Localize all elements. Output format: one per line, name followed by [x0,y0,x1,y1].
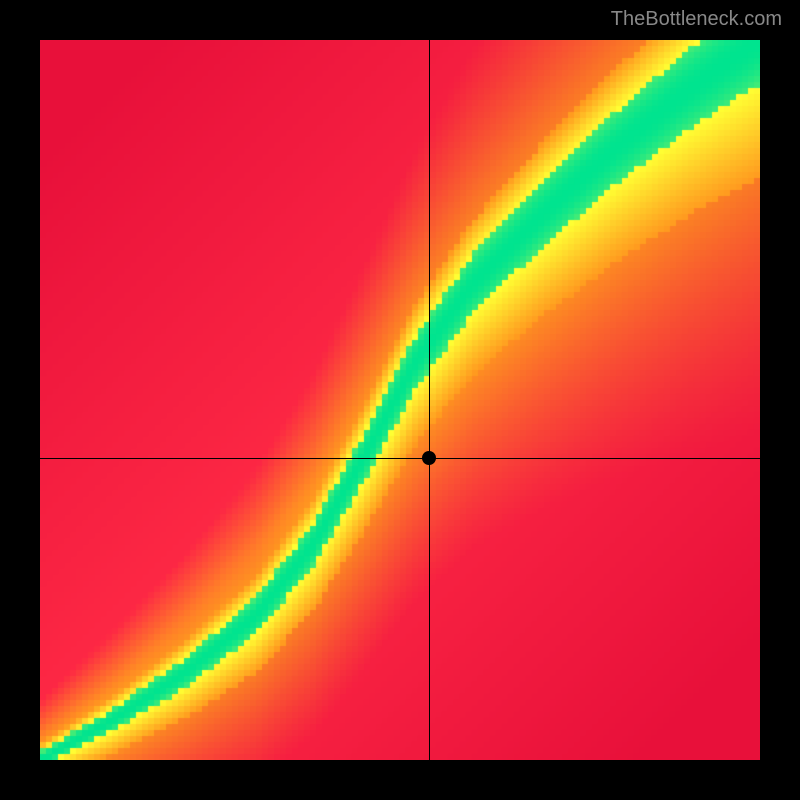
plot-area [40,40,760,760]
watermark-text: TheBottleneck.com [611,8,782,31]
crosshair-vertical [429,40,430,760]
chart-container: TheBottleneck.com [0,0,800,800]
heatmap-canvas [40,40,760,760]
crosshair-horizontal [40,458,760,459]
crosshair-marker [422,451,436,465]
